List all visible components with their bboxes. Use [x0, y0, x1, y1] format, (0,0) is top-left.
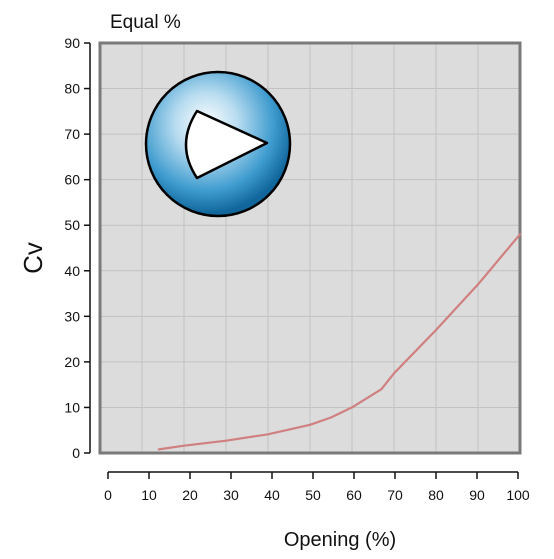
x-tick-label: 50: [305, 487, 321, 503]
y-tick-label: 40: [64, 263, 80, 279]
x-tick-label: 100: [506, 487, 530, 503]
x-tick-label: 60: [346, 487, 362, 503]
x-tick-label: 90: [469, 487, 485, 503]
chart-title: Equal %: [110, 12, 181, 33]
x-tick-label: 0: [104, 487, 112, 503]
x-tick-label: 40: [264, 487, 280, 503]
x-axis: 0 10 20 30 40 50 60 70 80 90 100: [104, 471, 530, 503]
y-tick-label: 30: [64, 308, 80, 324]
plot-frame: [98, 41, 522, 455]
x-tick-label: 30: [223, 487, 239, 503]
y-tick-label: 80: [64, 81, 80, 97]
x-tick-label: 70: [387, 487, 403, 503]
series-layer: [157, 233, 522, 451]
y-tick-label: 0: [72, 445, 80, 461]
y-tick-label: 70: [64, 126, 80, 142]
y-tick-label: 90: [64, 35, 80, 51]
valve-ball-icon: [144, 70, 292, 218]
y-tick-label: 10: [64, 399, 80, 415]
x-tick-label: 80: [428, 487, 444, 503]
y-tick-label: 60: [64, 172, 80, 188]
y-axis-label: Cv: [18, 242, 48, 274]
y-tick-label: 50: [64, 217, 80, 233]
y-axis: 0 10 20 30 40 50 60 70 80 90: [64, 35, 91, 461]
x-tick-label: 20: [182, 487, 198, 503]
y-tick-label: 20: [64, 354, 80, 370]
x-axis-label: Opening (%): [284, 529, 396, 551]
series-line-0: [157, 233, 522, 451]
x-tick-label: 10: [141, 487, 157, 503]
